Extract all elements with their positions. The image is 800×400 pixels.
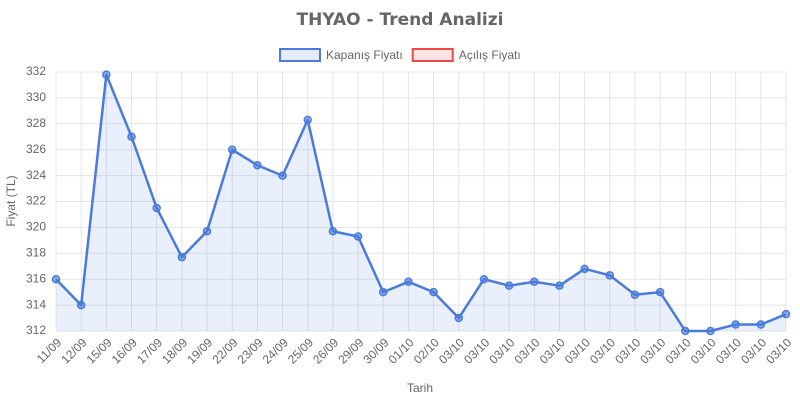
point (630, 290, 640, 299)
point (404, 277, 413, 287)
legend-label: Açılış Fiyatı (459, 48, 521, 62)
point (202, 227, 212, 236)
point (303, 115, 312, 125)
point (51, 274, 61, 284)
x-tick-label: 03/10 (461, 335, 492, 366)
x-tick-label: 03/10 (637, 335, 668, 366)
x-tick-label: 01/10 (386, 335, 417, 366)
x-tick-label: 16/09 (109, 335, 140, 366)
y-tick-label: 318 (26, 245, 46, 259)
point (655, 287, 665, 297)
x-tick-label: 17/09 (134, 335, 165, 366)
point (328, 227, 338, 236)
x-tick-label: 23/09 (235, 335, 266, 366)
x-tick-label: 03/10 (486, 335, 517, 366)
legend-label: Kapanış Fiyatı (326, 48, 403, 62)
x-tick-label: 15/09 (84, 335, 115, 366)
point (580, 264, 589, 274)
x-tick-label: 03/10 (763, 335, 794, 366)
point (479, 274, 489, 284)
y-tick-label: 312 (26, 323, 46, 337)
x-tick-label: 03/10 (738, 335, 769, 366)
point (530, 277, 539, 287)
point (504, 281, 514, 290)
y-tick-label: 328 (26, 116, 46, 130)
point (756, 320, 766, 329)
point (177, 252, 187, 262)
area (56, 74, 786, 331)
point (429, 287, 438, 297)
legend-swatch (411, 48, 454, 62)
point (454, 313, 464, 323)
point (127, 132, 136, 141)
point (152, 203, 161, 213)
x-tick-label: 03/10 (688, 335, 719, 366)
x-tick-label: 03/10 (436, 335, 467, 366)
x-tick-label: 03/10 (537, 335, 568, 366)
x-tick-label: 02/10 (411, 335, 442, 366)
x-tick-label: 03/10 (713, 335, 744, 366)
x-tick-label: 26/09 (310, 335, 341, 366)
point (781, 309, 791, 319)
y-tick-label: 330 (26, 90, 46, 104)
y-tick-label: 320 (26, 220, 46, 234)
y-axis-title: Fiyat (TL) (4, 175, 18, 226)
x-tick-label: 12/09 (58, 335, 89, 366)
y-tick-label: 332 (26, 64, 46, 78)
x-tick-label: 18/09 (159, 335, 190, 366)
y-tick-label: 326 (26, 142, 46, 156)
y-tick-label: 324 (26, 168, 46, 182)
line (55, 73, 787, 333)
x-tick-label: 03/10 (663, 335, 694, 366)
x-tick-label: 03/10 (512, 335, 543, 366)
y-tick-label: 314 (26, 297, 46, 311)
x-tick-label: 24/09 (260, 335, 291, 366)
point (555, 281, 564, 290)
point (731, 320, 740, 329)
point (681, 326, 690, 336)
y-tick-label: 316 (26, 271, 46, 285)
x-tick-label: 11/09 (34, 335, 65, 366)
point (227, 145, 237, 154)
x-tick-label: 03/10 (562, 335, 593, 366)
x-tick-label: 25/09 (285, 335, 316, 366)
x-tick-label: 03/10 (587, 335, 618, 366)
x-tick-label: 19/09 (184, 335, 215, 366)
legend-swatch (279, 48, 321, 62)
point (605, 271, 615, 280)
point (278, 171, 287, 180)
x-axis-title: Tarih (407, 381, 433, 395)
point (706, 326, 715, 336)
chart-title: THYAO - Trend Analizi (297, 10, 504, 30)
point (76, 300, 86, 310)
point (253, 160, 262, 170)
y-tick-label: 322 (26, 194, 46, 208)
point (102, 70, 111, 79)
x-tick-label: 29/09 (335, 335, 366, 366)
x-tick-label: 22/09 (209, 335, 240, 366)
point (353, 232, 363, 241)
point (378, 287, 388, 297)
x-tick-label: 30/09 (360, 335, 391, 366)
x-tick-label: 03/10 (612, 335, 643, 366)
